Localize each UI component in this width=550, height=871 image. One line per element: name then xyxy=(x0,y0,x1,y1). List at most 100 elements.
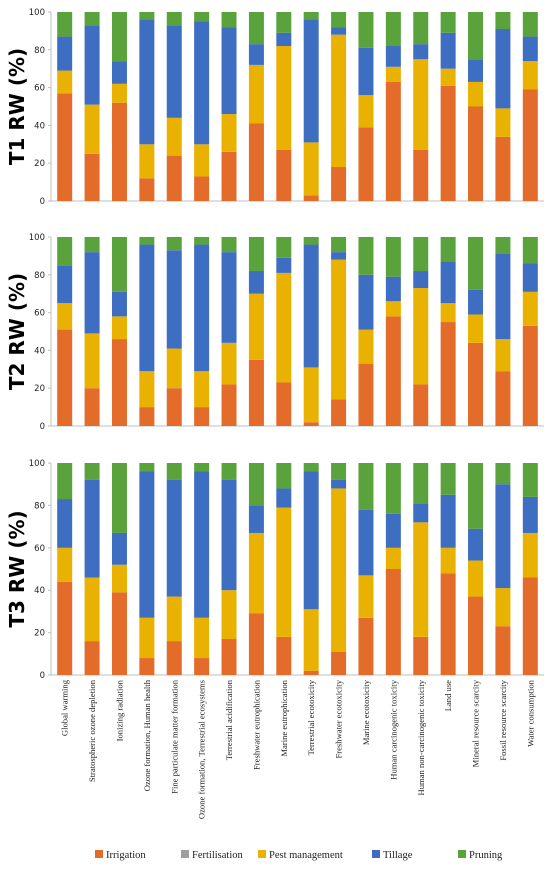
bar-pruning xyxy=(385,237,401,277)
bar-pruning xyxy=(166,463,182,480)
bar-pest-management xyxy=(139,371,155,408)
x-category-label: Freshwater eutrophication xyxy=(251,679,261,770)
bar-pest-management xyxy=(468,560,484,597)
bar-tillage xyxy=(331,479,347,489)
bar-pruning xyxy=(194,12,210,22)
y-tick-label: 40 xyxy=(34,346,45,356)
bar-pruning xyxy=(522,12,538,37)
bar-pest-management xyxy=(495,339,511,372)
bar-pest-management xyxy=(413,288,429,385)
bar-pest-management xyxy=(331,34,347,167)
legend-swatch-fertilisation xyxy=(181,850,189,858)
bar-tillage xyxy=(276,257,292,273)
bar-irrigation xyxy=(522,577,538,675)
bar-irrigation xyxy=(468,342,484,426)
bar-pruning xyxy=(495,237,511,255)
bar-pruning xyxy=(440,463,456,495)
bar-pest-management xyxy=(221,342,237,385)
bar-irrigation xyxy=(495,626,511,675)
bar-tillage xyxy=(57,265,73,304)
y-tick-label: 80 xyxy=(34,501,45,511)
bar-pest-management xyxy=(468,314,484,343)
bar-irrigation xyxy=(139,178,155,201)
bar-irrigation xyxy=(413,149,429,201)
bar-irrigation xyxy=(248,123,264,201)
bar-pest-management xyxy=(331,488,347,652)
legend-label-tillage: Tillage xyxy=(383,850,413,861)
bar-tillage xyxy=(57,36,73,71)
bar-pruning xyxy=(495,463,511,485)
x-category-label: Ozone formation, Terrestrial ecosystems xyxy=(197,679,207,819)
y-tick-label: 20 xyxy=(34,159,45,169)
bar-tillage xyxy=(331,252,347,260)
bar-irrigation xyxy=(440,322,456,426)
bar-pruning xyxy=(111,463,127,533)
bar-irrigation xyxy=(111,592,127,675)
bar-tillage xyxy=(84,479,100,578)
panel-2: 0 20 40 60 80 100 T2 RW (%) xyxy=(5,233,544,432)
x-category-label: Water consumption xyxy=(525,679,535,747)
bar-tillage xyxy=(358,509,374,576)
bar-pruning xyxy=(248,463,264,506)
bar-pruning xyxy=(522,463,538,497)
bar-pruning xyxy=(440,12,456,33)
bar-irrigation xyxy=(358,127,374,201)
bar-tillage xyxy=(139,471,155,618)
y-axis-label: T1 RW (%) xyxy=(5,48,29,165)
legend-label-fertilisation: Fertilisation xyxy=(192,850,243,861)
bar-pest-management xyxy=(84,577,100,642)
y-tick-label: 0 xyxy=(40,671,45,681)
bar-irrigation xyxy=(84,641,100,675)
y-tick-label: 80 xyxy=(34,271,45,281)
bar-irrigation xyxy=(57,329,73,426)
bar-pruning xyxy=(303,237,319,245)
bar-irrigation xyxy=(166,641,182,675)
x-category-label: Stratospheric ozone depletion xyxy=(87,679,97,782)
legend-swatch-tillage xyxy=(372,850,380,858)
bar-irrigation xyxy=(385,81,401,201)
bar-pest-management xyxy=(358,575,374,618)
y-tick-label: 60 xyxy=(34,544,45,554)
legend-swatch-pruning xyxy=(458,850,466,858)
legend-swatch-irrigation xyxy=(95,850,103,858)
bar-pest-management xyxy=(166,348,182,389)
bar-tillage xyxy=(413,44,429,60)
bar-pest-management xyxy=(413,59,429,150)
bar-irrigation xyxy=(331,166,347,201)
legend-swatch-pest-management xyxy=(258,850,266,858)
bar-pruning xyxy=(194,237,210,245)
legend: Irrigation Fertilisation Pest management Ti… xyxy=(95,850,503,861)
bar-pruning xyxy=(221,12,237,28)
bar-irrigation xyxy=(358,363,374,426)
bar-irrigation xyxy=(84,388,100,426)
bar-pruning xyxy=(385,463,401,514)
bar-pruning xyxy=(84,463,100,480)
bar-pruning xyxy=(248,237,264,272)
bar-pruning xyxy=(57,237,73,266)
bar-irrigation xyxy=(221,638,237,675)
bar-pruning xyxy=(385,12,401,47)
bar-irrigation xyxy=(84,153,100,201)
bar-tillage xyxy=(495,254,511,340)
bar-pruning xyxy=(440,237,456,262)
bar-pest-management xyxy=(522,61,538,90)
bar-pruning xyxy=(57,12,73,37)
bar-tillage xyxy=(111,532,127,565)
x-category-label: Fine particulate matter formation xyxy=(169,679,179,794)
y-axis-label: T2 RW (%) xyxy=(5,273,29,390)
x-category-label: Ozone formation, Human health xyxy=(142,679,152,791)
y-tick-label: 0 xyxy=(40,422,45,432)
bar-pest-management xyxy=(522,532,538,578)
x-category-label: Mineral resource scarcity xyxy=(471,679,481,767)
x-category-label: Human non-carcinogenic toxicity xyxy=(416,679,426,795)
bar-pest-management xyxy=(111,316,127,340)
bar-tillage xyxy=(139,244,155,372)
bar-pruning xyxy=(413,237,429,272)
bar-pest-management xyxy=(248,64,264,124)
bar-pest-management xyxy=(194,617,210,659)
x-category-label: Global warming xyxy=(60,679,70,736)
bar-pest-management xyxy=(276,46,292,150)
bar-pruning xyxy=(358,237,374,275)
bar-pest-management xyxy=(166,117,182,156)
bar-tillage xyxy=(111,61,127,84)
